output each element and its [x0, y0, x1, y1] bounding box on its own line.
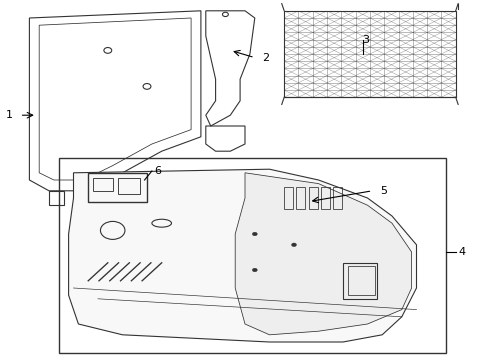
Bar: [88, 173, 147, 202]
Bar: [59, 158, 446, 353]
Text: 6: 6: [154, 166, 161, 176]
Polygon shape: [69, 169, 416, 342]
Bar: [348, 266, 375, 295]
Bar: [284, 187, 293, 209]
Circle shape: [292, 243, 296, 247]
Bar: [333, 187, 342, 209]
Bar: [343, 263, 377, 299]
Bar: [296, 187, 305, 209]
Circle shape: [252, 232, 257, 236]
Text: 1: 1: [6, 110, 13, 120]
Bar: [118, 178, 140, 194]
Text: 2: 2: [262, 53, 270, 63]
Circle shape: [252, 268, 257, 272]
Bar: [321, 187, 330, 209]
Bar: [309, 187, 318, 209]
Bar: [284, 11, 456, 97]
Polygon shape: [235, 173, 412, 335]
Text: 5: 5: [380, 186, 387, 196]
Bar: [93, 178, 113, 191]
Text: 4: 4: [458, 247, 466, 257]
Text: 3: 3: [363, 35, 369, 45]
